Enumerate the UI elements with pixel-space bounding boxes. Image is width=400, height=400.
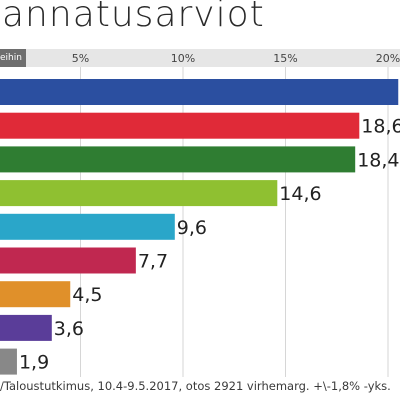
bar-1	[0, 112, 360, 139]
data-label-7: 3,6	[54, 318, 84, 340]
bar-3	[0, 180, 278, 207]
data-label-4: 9,6	[177, 217, 207, 239]
bar-7	[0, 314, 52, 341]
data-label-5: 7,7	[138, 251, 168, 273]
data-label-3: 14,6	[279, 183, 321, 205]
data-label-1: 18,6	[361, 116, 400, 138]
bar-6	[0, 281, 71, 308]
axis-strip	[0, 49, 400, 67]
tick-label-1: 10%	[171, 52, 195, 65]
tick-label-3: 20%	[376, 52, 400, 65]
chart-title: annatusarviot	[2, 0, 265, 35]
label-layer: 18,6 18,4 14,6 9,6 7,7 4,5 3,61,9	[19, 116, 400, 374]
bar-4	[0, 213, 175, 240]
tick-label-0: 5%	[72, 52, 89, 65]
axis-badge: eihin	[0, 49, 26, 67]
bar-2	[0, 146, 356, 173]
data-label-2: 18,4	[357, 149, 399, 171]
tick-label-2: 15%	[273, 52, 297, 65]
tick-layer: 5% 10% 15% 20%	[72, 52, 400, 65]
data-label-6: 4,5	[72, 284, 102, 306]
bar-0	[0, 79, 399, 105]
bar-layer	[0, 79, 399, 375]
data-label-8: 1,9	[19, 352, 49, 374]
bar-8	[0, 348, 17, 375]
source-note: /Taloustutkimus, 10.4-9.5.2017, otos 292…	[0, 379, 391, 393]
bar-5	[0, 247, 136, 274]
